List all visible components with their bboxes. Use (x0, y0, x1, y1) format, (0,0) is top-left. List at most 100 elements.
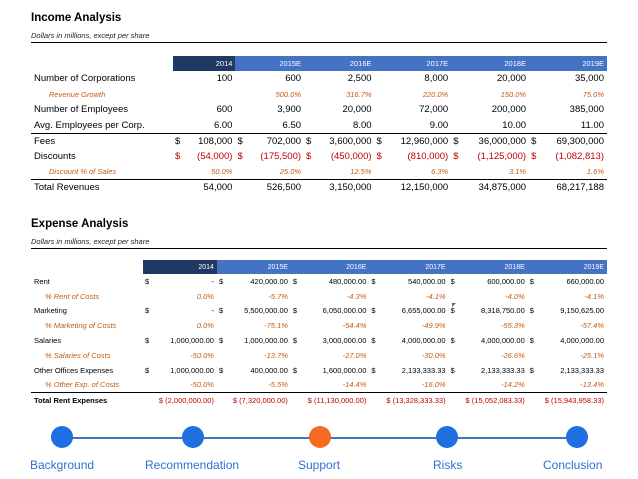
currency-symbol (369, 378, 379, 393)
currency-symbol (291, 318, 301, 333)
cell-value: (450,000) (330, 150, 372, 162)
row-label: Number of Corporations (34, 73, 136, 85)
cell-value: 108,000 (187, 132, 236, 149)
cell-value: - (211, 276, 214, 286)
row-label: Fees (31, 132, 173, 149)
currency-symbol: $ (371, 336, 376, 346)
cell-value: (1,125,000) (477, 150, 527, 162)
cell-value: 6,655,000.00 (401, 306, 446, 316)
row-label: Discount % of Sales (49, 167, 117, 176)
timeline-step-recommendation-label[interactable]: Recommendation (145, 458, 240, 472)
cell-value: 6.3% (431, 167, 449, 176)
currency-symbol (217, 318, 227, 333)
currency-symbol (304, 118, 318, 134)
currency-symbol (451, 118, 465, 134)
cell-value (187, 87, 235, 103)
year-header-2016E: 2016E (290, 260, 370, 274)
income-table: 2014 2015E 2016E 2017E 2018E 2019E Number of C… (31, 56, 607, 195)
income-subtitle: Dollars in millions, except per share (31, 31, 150, 40)
currency-symbol: $ (145, 276, 150, 286)
timeline-step-recommendation-dot[interactable] (182, 426, 204, 448)
cell-value: 8,318,750.00 (480, 306, 525, 316)
year-header-2014: 2014 (143, 260, 217, 274)
year-header-2018E: 2018E (451, 56, 530, 71)
timeline-step-background-label[interactable]: Background (30, 458, 95, 472)
currency-symbol: $ (306, 150, 312, 162)
table-row: Revenue Growth 500.0% 316.7% 220.0% 150.0% 75… (31, 87, 607, 103)
timeline-step-conclusion-dot[interactable] (566, 426, 588, 448)
currency-symbol (375, 164, 389, 180)
cell-comment-marker (452, 303, 456, 307)
cell-value: 1.6% (586, 167, 604, 176)
table-row: Marketing $ - $5,500,000.00 $6,050,000.00 $6,… (31, 304, 607, 319)
currency-symbol (235, 87, 249, 103)
cell-value: 1,000,000.00 (170, 336, 214, 346)
cell-value: 54,000 (187, 179, 236, 195)
cell-value: 600 (216, 104, 233, 116)
table-row: Discount % of Sales 50.0% 25.0% 12.5% 6.3% 3.… (31, 164, 607, 180)
cell-value: 2,133,333.33 (480, 365, 525, 375)
currency-symbol: $ (235, 132, 250, 149)
currency-symbol: $ (173, 132, 187, 149)
currency-symbol: $ (145, 306, 150, 316)
currency-symbol (173, 87, 187, 103)
timeline-step-background-dot[interactable] (51, 426, 73, 448)
currency-symbol: $ (374, 132, 389, 149)
row-label: % Other Exp. of Costs (45, 380, 120, 390)
cell-value: 3,150,000 (318, 179, 375, 195)
cell-value: 3.1% (508, 167, 527, 176)
currency-symbol (304, 71, 318, 87)
cell-value: $ (15,943,958.33) (527, 391, 607, 408)
cell-value: -27.0% (342, 350, 367, 360)
currency-symbol (217, 289, 227, 304)
timeline-step-risks-dot[interactable] (436, 426, 458, 448)
currency-symbol: $ (304, 132, 319, 149)
cell-value: 4,000,000.00 (480, 336, 525, 346)
currency-symbol: $ (450, 336, 455, 346)
currency-symbol: $ (292, 336, 298, 346)
cell-value: -49.9% (421, 321, 446, 331)
cell-value: -4.1% (425, 291, 446, 301)
currency-symbol (291, 289, 301, 304)
cell-value: 4,000,000.00 (560, 336, 604, 346)
table-row: % Salaries of Costs -50.0% -13.7% -27.0% -30… (31, 348, 607, 363)
currency-symbol (375, 118, 389, 134)
cell-value: 6,050,000.00 (322, 306, 367, 316)
currency-symbol (529, 118, 543, 134)
currency-symbol (529, 102, 543, 118)
year-header-2015E: 2015E (235, 56, 305, 71)
cell-value: 3,900 (277, 104, 302, 116)
cell-value: 200,000 (491, 104, 527, 116)
currency-symbol: $ (529, 365, 534, 375)
cell-value: 1,000,000.00 (170, 365, 214, 375)
header-blank-cell (31, 260, 143, 274)
currency-symbol (449, 318, 459, 333)
currency-symbol (235, 102, 249, 118)
currency-symbol: $ (145, 336, 150, 346)
row-label: Discounts (34, 150, 76, 162)
cell-value: 69,300,000 (543, 132, 607, 149)
year-header-2015E: 2015E (216, 260, 291, 274)
currency-symbol (369, 289, 379, 304)
currency-symbol: $ (145, 365, 150, 375)
cell-value: -14.4% (342, 380, 367, 390)
table-row: Total Revenues 54,000 526,500 3,150,000 12,1… (31, 179, 607, 195)
currency-symbol (235, 164, 249, 180)
currency-symbol (451, 164, 465, 180)
timeline-step-risks-label[interactable]: Risks (433, 458, 463, 472)
timeline-step-conclusion-label[interactable]: Conclusion (543, 458, 603, 472)
timeline-step-support-dot[interactable] (309, 426, 331, 448)
cell-value: $ (15,052,083.33) (448, 391, 528, 408)
timeline-step-support-label[interactable]: Support (298, 458, 341, 472)
cell-value: 1,600,000.00 (322, 365, 367, 375)
cell-value: -54.4% (342, 321, 367, 331)
currency-symbol (449, 289, 459, 304)
cell-value: -5.7% (268, 291, 288, 301)
cell-value: 0.0% (196, 291, 214, 301)
currency-symbol (291, 378, 301, 393)
cell-value: 316.7% (346, 89, 372, 99)
currency-symbol: $ (175, 150, 181, 162)
currency-symbol (451, 179, 466, 195)
currency-symbol (217, 348, 227, 363)
expense-subtitle: Dollars in millions, except per share (31, 237, 150, 246)
